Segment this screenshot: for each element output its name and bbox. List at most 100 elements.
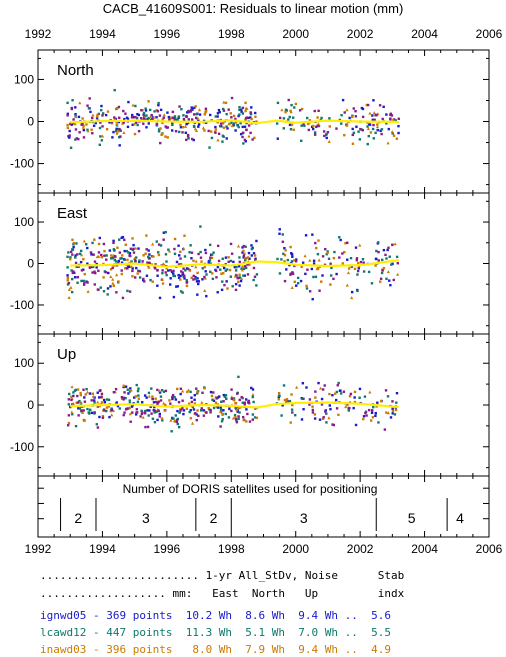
data-point xyxy=(295,284,298,287)
data-point xyxy=(71,122,75,125)
data-point xyxy=(80,253,84,257)
data-point xyxy=(69,256,72,259)
data-point xyxy=(384,253,387,257)
data-point xyxy=(176,422,179,426)
data-point xyxy=(367,408,371,412)
data-point xyxy=(103,249,106,253)
data-point xyxy=(353,267,357,270)
data-point xyxy=(80,409,83,412)
data-point xyxy=(204,121,208,124)
data-point xyxy=(232,122,236,125)
data-point xyxy=(246,412,249,416)
data-point xyxy=(79,394,83,397)
data-point xyxy=(132,256,137,260)
data-point xyxy=(371,416,375,419)
panel-satellites: Number of DORIS satellites used for posi… xyxy=(37,475,490,538)
data-point xyxy=(179,123,182,127)
data-point xyxy=(201,391,204,394)
data-point xyxy=(201,267,204,270)
data-point xyxy=(252,266,256,270)
data-point xyxy=(288,399,292,403)
data-point xyxy=(380,271,384,275)
data-point xyxy=(293,280,296,284)
data-point xyxy=(360,106,364,110)
data-point xyxy=(91,132,94,135)
data-point xyxy=(192,408,196,411)
data-point xyxy=(145,396,148,399)
data-point xyxy=(82,257,85,261)
data-point xyxy=(395,255,399,259)
data-point xyxy=(211,277,215,281)
data-point xyxy=(94,271,97,275)
satellite-count: 2 xyxy=(74,510,82,526)
data-point xyxy=(308,403,311,406)
data-point xyxy=(106,293,109,296)
data-point xyxy=(301,397,304,400)
data-point xyxy=(385,122,388,125)
data-point xyxy=(85,390,90,394)
data-point xyxy=(74,254,77,257)
data-point xyxy=(97,269,100,272)
data-point xyxy=(238,406,241,410)
data-point xyxy=(97,112,101,116)
data-point xyxy=(135,121,138,124)
data-point xyxy=(316,116,319,119)
data-point xyxy=(156,268,159,272)
data-point xyxy=(321,255,325,258)
data-point xyxy=(335,272,338,276)
data-point xyxy=(147,255,150,259)
data-point xyxy=(157,101,160,105)
data-point xyxy=(190,396,193,399)
data-point xyxy=(237,114,240,118)
y-tick-label: 100 xyxy=(14,356,34,370)
data-point xyxy=(305,287,309,290)
data-point xyxy=(193,106,196,110)
data-point xyxy=(144,109,148,112)
data-point xyxy=(150,412,153,415)
data-point xyxy=(397,117,400,120)
data-point xyxy=(192,138,195,142)
data-point xyxy=(230,96,234,100)
data-point xyxy=(192,259,195,263)
data-point xyxy=(123,391,126,394)
data-point xyxy=(150,242,155,246)
data-point xyxy=(74,115,78,119)
data-point xyxy=(239,276,244,280)
data-point xyxy=(339,392,343,395)
data-point xyxy=(238,108,241,112)
data-point xyxy=(313,131,317,134)
data-point xyxy=(321,388,325,391)
data-point xyxy=(250,106,253,109)
data-point xyxy=(219,122,223,125)
data-point xyxy=(185,122,188,126)
data-point xyxy=(244,266,248,270)
data-point xyxy=(284,110,287,114)
data-point xyxy=(350,265,354,268)
data-point xyxy=(107,404,111,408)
data-point xyxy=(134,259,137,262)
data-point xyxy=(95,423,99,426)
data-point xyxy=(334,392,337,395)
data-point xyxy=(168,399,171,402)
data-point xyxy=(394,119,397,122)
x-tick-label-top: 2004 xyxy=(411,27,438,41)
data-point xyxy=(88,392,92,395)
data-point xyxy=(97,254,101,258)
data-point xyxy=(277,398,280,401)
data-point xyxy=(242,256,245,259)
data-point xyxy=(195,280,199,283)
data-point xyxy=(366,103,370,107)
data-point xyxy=(91,394,95,398)
data-point xyxy=(375,257,378,261)
data-point xyxy=(304,272,307,276)
data-point xyxy=(177,400,181,404)
data-point xyxy=(245,408,248,411)
data-point xyxy=(318,289,321,292)
data-point xyxy=(197,252,200,256)
data-point xyxy=(147,100,150,103)
data-point xyxy=(389,416,393,419)
data-point xyxy=(237,280,240,284)
data-point xyxy=(142,113,145,116)
data-point xyxy=(293,106,296,109)
data-point xyxy=(76,281,79,284)
